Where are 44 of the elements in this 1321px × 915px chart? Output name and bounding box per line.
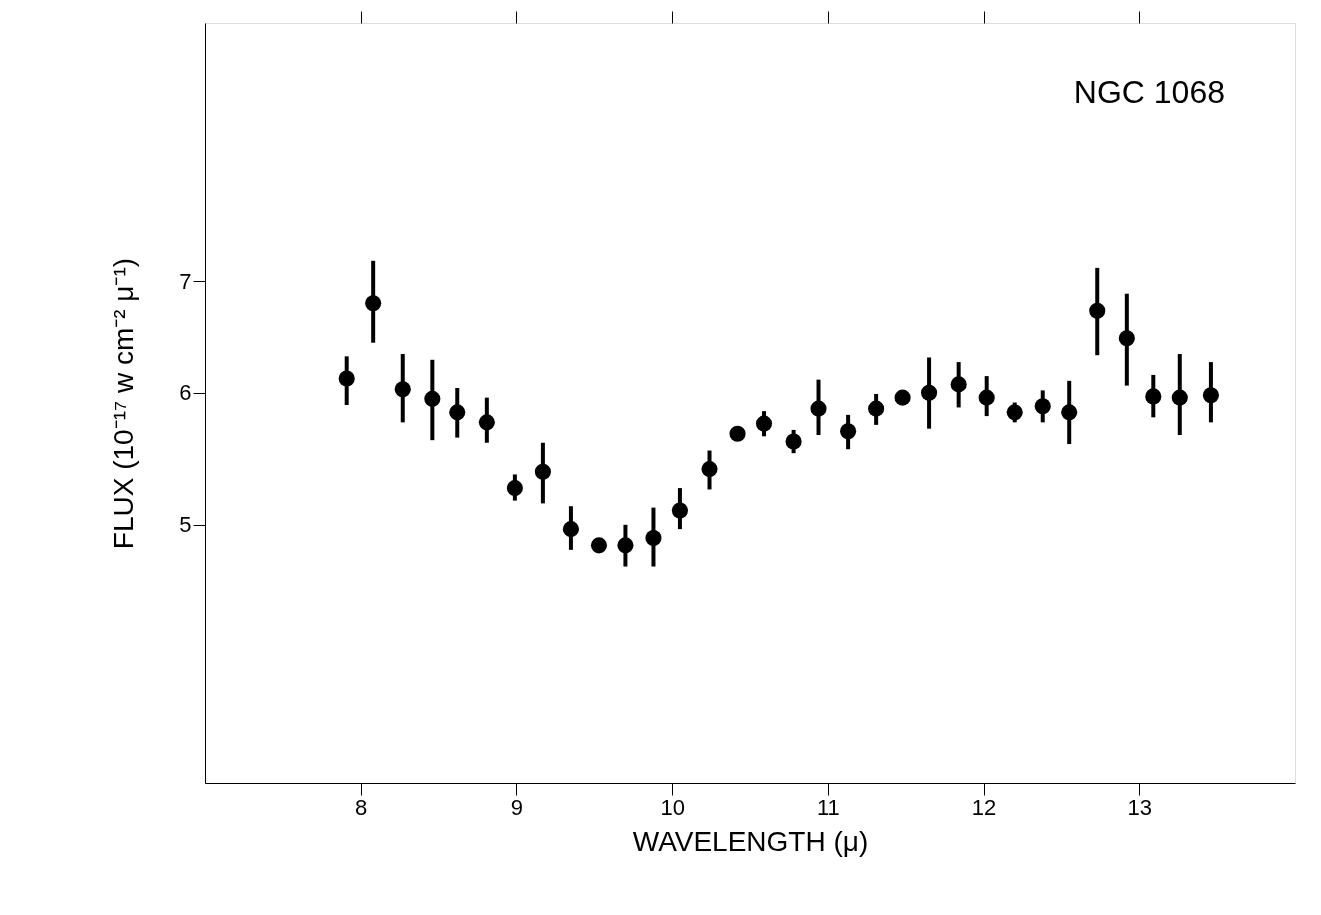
x-tick-label: 10 bbox=[660, 794, 685, 820]
y-tick-label: 6 bbox=[179, 380, 192, 406]
point bbox=[1171, 389, 1188, 406]
point bbox=[394, 381, 411, 398]
point bbox=[810, 400, 827, 417]
x-tick-label: 13 bbox=[1127, 794, 1153, 820]
point bbox=[617, 537, 634, 554]
point bbox=[1145, 388, 1162, 405]
point bbox=[338, 370, 355, 387]
point bbox=[1118, 330, 1135, 347]
point bbox=[1006, 404, 1023, 421]
point bbox=[1202, 387, 1219, 404]
point bbox=[978, 389, 995, 406]
point bbox=[1061, 404, 1078, 421]
y-tick-label: 5 bbox=[179, 512, 192, 538]
point bbox=[365, 295, 382, 312]
point bbox=[478, 414, 495, 431]
x-tick-label: 11 bbox=[816, 794, 840, 820]
x-tick-label: 9 bbox=[510, 794, 524, 820]
point bbox=[590, 537, 608, 554]
point bbox=[449, 404, 466, 421]
point bbox=[921, 384, 938, 401]
point bbox=[1034, 398, 1051, 415]
point bbox=[424, 390, 441, 407]
point bbox=[894, 389, 911, 406]
point bbox=[840, 423, 857, 440]
point bbox=[868, 400, 885, 417]
x-tick-label: 8 bbox=[355, 794, 368, 820]
point bbox=[785, 433, 802, 450]
x-tick-label: 12 bbox=[971, 794, 997, 820]
point bbox=[562, 521, 579, 538]
point bbox=[950, 376, 967, 393]
point bbox=[534, 463, 551, 480]
point bbox=[645, 529, 662, 546]
point bbox=[729, 425, 746, 442]
point bbox=[755, 415, 773, 432]
y-tick-label: 7 bbox=[179, 268, 192, 294]
x-axis-title: WAVELENGTH (μ) bbox=[632, 825, 869, 857]
y-axis-title: FLUX (10⁻¹⁷ w cm⁻² μ⁻¹) bbox=[108, 257, 140, 550]
point bbox=[671, 502, 688, 519]
annotation: NGC 1068 bbox=[1073, 74, 1225, 110]
point bbox=[1089, 302, 1106, 319]
point bbox=[701, 461, 718, 478]
point bbox=[506, 480, 523, 497]
